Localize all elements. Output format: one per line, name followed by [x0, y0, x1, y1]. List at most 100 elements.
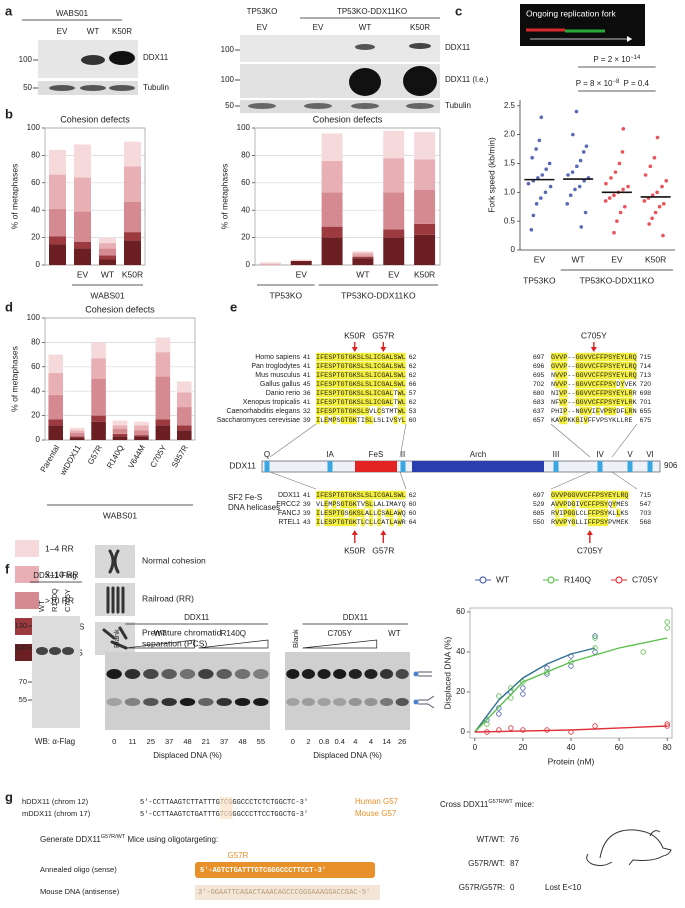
band	[106, 698, 122, 706]
lane-label: Blank	[112, 629, 121, 648]
bar-segment	[99, 237, 116, 244]
highlight	[571, 499, 576, 509]
data-point	[612, 193, 616, 197]
highlight	[401, 361, 406, 371]
displaced-value: 0.8	[319, 737, 329, 746]
highlight	[381, 397, 386, 407]
chromosome-image	[95, 583, 135, 616]
highlight	[324, 397, 329, 407]
sequence: IFESPTGTGKSLSLICGALSWL	[316, 354, 406, 362]
site-label: Human G57	[355, 797, 399, 806]
highlight	[559, 415, 564, 425]
highlight	[579, 406, 584, 416]
target-label: DDX11 (l.e.)	[445, 75, 489, 84]
highlight	[356, 397, 361, 407]
chart-title: Cohesion defects	[85, 304, 155, 314]
data-point	[652, 155, 657, 160]
displaced-value: 21	[202, 737, 210, 746]
data-point	[664, 178, 669, 183]
highlight	[332, 370, 337, 380]
residue-number: 529	[533, 501, 545, 508]
highlight	[632, 361, 637, 371]
highlight	[608, 388, 613, 398]
marker-label: 100	[221, 45, 235, 54]
highlight	[316, 370, 321, 380]
highlight	[624, 388, 629, 398]
highlight	[316, 406, 321, 416]
highlight	[397, 517, 402, 527]
highlight	[373, 388, 378, 398]
highlight	[369, 379, 374, 389]
blot	[32, 616, 80, 728]
highlight	[563, 370, 568, 380]
data-point	[643, 173, 648, 177]
highlight	[595, 352, 600, 362]
plot-frame	[254, 127, 441, 266]
highlight	[401, 370, 406, 380]
sequence-name: Pan troglodytes	[251, 363, 300, 370]
band	[333, 669, 347, 679]
highlight	[604, 379, 609, 389]
motif-box	[400, 461, 406, 472]
highlight	[324, 490, 329, 500]
band	[106, 669, 122, 679]
highlight	[364, 388, 370, 398]
highlight	[397, 490, 402, 500]
x-tick-label: C705Y	[148, 443, 168, 469]
lane-label: WT	[37, 600, 46, 612]
highlight	[336, 490, 341, 500]
residue-number: 39	[303, 510, 311, 517]
connector	[269, 471, 317, 490]
superscript: G57R/WT	[101, 834, 126, 840]
chromosome	[102, 626, 128, 650]
residue-number: 550	[533, 519, 545, 526]
arrow-head	[380, 347, 387, 352]
highlight	[608, 397, 613, 407]
data-point	[657, 204, 662, 209]
sequence: IFESPTGTGKSLSLICGALTWL	[316, 390, 406, 398]
highlight	[591, 388, 596, 398]
highlight	[608, 361, 613, 371]
highlight	[389, 397, 394, 407]
band	[286, 669, 300, 679]
residue-number: 697	[533, 492, 545, 499]
highlight	[373, 361, 378, 371]
displaced-value: 0	[291, 737, 295, 746]
band	[49, 647, 61, 655]
highlight	[369, 415, 374, 425]
residue-number: 41	[303, 354, 311, 361]
bar-segment	[352, 256, 374, 259]
data-point	[655, 190, 659, 195]
highlight	[620, 361, 625, 371]
displaced-value: 2	[306, 737, 310, 746]
highlight	[340, 406, 345, 416]
y-tick-label: 0.5	[504, 216, 516, 225]
band	[198, 698, 214, 706]
highlight	[624, 361, 629, 371]
highlight	[348, 508, 353, 518]
connector	[611, 471, 638, 490]
highlight	[377, 397, 382, 407]
mutation-label: G57R	[372, 545, 394, 555]
highlight	[352, 508, 357, 518]
highlight	[352, 490, 357, 500]
bar-segment	[91, 379, 106, 416]
highlight	[616, 508, 621, 518]
highlight	[575, 490, 580, 500]
data-point	[539, 115, 544, 120]
highlight	[559, 361, 564, 371]
highlight	[364, 415, 370, 425]
bar-segment	[112, 433, 128, 437]
highlight	[604, 397, 609, 407]
highlight	[389, 508, 394, 518]
band	[406, 103, 434, 109]
group-label: TP53KO-DDX11KO	[341, 290, 416, 300]
highlight	[324, 370, 329, 380]
highlight	[604, 499, 609, 509]
image-caption: Premature chromatid	[142, 627, 222, 637]
blot	[240, 35, 440, 62]
family-label: DNA helicases	[228, 503, 280, 512]
data-point	[592, 645, 598, 651]
residue-number: 715	[640, 492, 652, 499]
residue-number: 39	[303, 417, 311, 424]
